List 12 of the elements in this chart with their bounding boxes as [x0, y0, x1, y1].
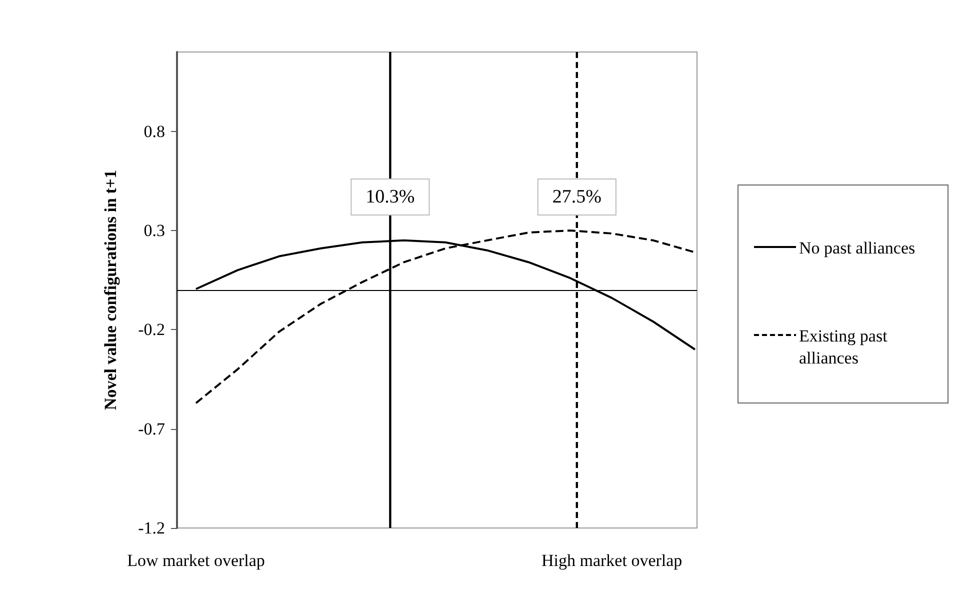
- y-axis-title: Novel value configurations in t+1: [101, 170, 120, 410]
- y-tick-label: 0.3: [144, 221, 165, 240]
- annotation: 27.5%: [552, 186, 602, 208]
- y-tick-label: -1.2: [138, 518, 165, 538]
- y-tick-label: 0.8: [144, 122, 165, 141]
- x-tick-label: Low market overlap: [127, 551, 265, 570]
- legend-label: No past alliances: [799, 238, 916, 258]
- y-tick-label: -0.2: [138, 320, 165, 340]
- x-tick-label: High market overlap: [541, 551, 682, 570]
- annotation: 10.3%: [366, 186, 415, 208]
- legend-label: Existing past alliances: [799, 326, 892, 368]
- y-tick-label: -0.7: [138, 419, 166, 438]
